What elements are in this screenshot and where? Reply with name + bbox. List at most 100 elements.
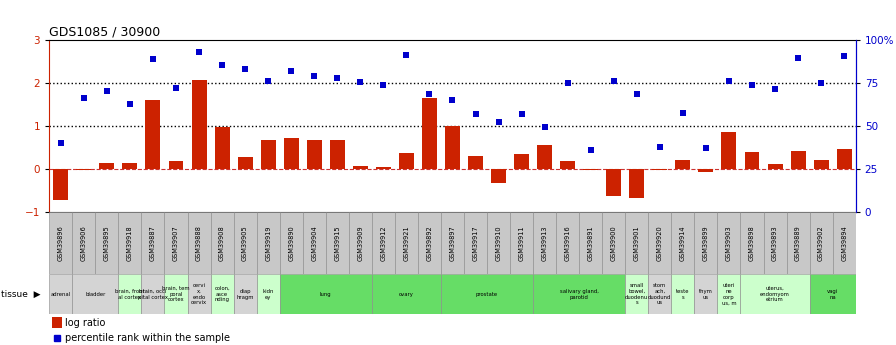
Bar [192,80,207,169]
Bar [234,274,256,314]
Bar [514,154,530,169]
Bar [211,274,234,314]
Text: GSM39902: GSM39902 [818,225,824,261]
Bar [284,138,298,169]
Text: GSM39891: GSM39891 [588,225,594,261]
Bar [49,212,73,274]
Bar [441,212,464,274]
Text: GSM39908: GSM39908 [220,225,225,261]
Text: stom
ach,
duodund
us: stom ach, duodund us [648,283,671,305]
Bar [763,212,787,274]
Bar [579,212,602,274]
Bar [418,212,441,274]
Text: GSM39893: GSM39893 [772,225,778,261]
Bar [625,274,649,314]
Text: brain, tem
poral
cortex: brain, tem poral cortex [162,286,190,303]
Bar [280,274,372,314]
Bar [740,212,763,274]
Bar [145,100,160,169]
Bar [118,274,142,314]
Bar [810,212,832,274]
Bar [790,151,806,169]
Text: GSM39888: GSM39888 [196,225,202,261]
Text: GSM39918: GSM39918 [127,225,133,261]
Bar [215,127,229,169]
Text: GSM39921: GSM39921 [403,225,409,261]
Text: lung: lung [320,292,332,297]
Bar [349,212,372,274]
Text: GSM39917: GSM39917 [472,225,478,261]
Text: GSM39889: GSM39889 [795,225,801,261]
Bar [372,274,441,314]
Text: GSM39898: GSM39898 [749,225,755,261]
Text: GSM39919: GSM39919 [265,226,271,261]
Bar [54,169,68,200]
Text: salivary gland,
parotid: salivary gland, parotid [560,289,599,299]
Text: GSM39892: GSM39892 [426,225,433,261]
Bar [810,274,856,314]
Bar [468,156,483,169]
Text: GSM39895: GSM39895 [104,225,110,261]
Text: colon,
asce
nding: colon, asce nding [214,286,230,303]
Text: teste
s: teste s [676,289,690,299]
Bar [142,212,165,274]
Bar [399,153,414,169]
Text: GSM39905: GSM39905 [242,225,248,261]
Bar [629,169,644,198]
Text: log ratio: log ratio [65,318,106,328]
Bar [73,274,118,314]
Bar [330,140,345,169]
Text: GSM39914: GSM39914 [680,225,685,261]
Bar [123,162,137,169]
Bar [649,212,671,274]
Text: tissue  ▶: tissue ▶ [1,289,40,299]
Bar [625,212,649,274]
Bar [699,169,713,172]
Bar [649,274,671,314]
Text: GSM39916: GSM39916 [564,225,571,261]
Bar [556,212,579,274]
Text: GSM39896: GSM39896 [58,225,64,261]
Bar [583,169,599,170]
Bar [99,164,115,169]
Bar [234,212,256,274]
Bar [95,212,118,274]
Text: GSM39913: GSM39913 [542,226,547,261]
Text: vagi
na: vagi na [827,289,839,299]
Text: kidn
ey: kidn ey [263,289,274,299]
Bar [533,274,625,314]
Bar [211,212,234,274]
Bar [837,149,852,169]
Bar [73,212,95,274]
Bar [353,166,368,169]
Bar [694,212,718,274]
Bar [376,167,391,169]
Text: uteri
ne
corp
us, m: uteri ne corp us, m [721,283,737,305]
Bar [560,161,575,169]
Bar [256,274,280,314]
Bar [49,274,73,314]
Bar [721,132,737,169]
Bar [652,169,668,170]
Text: percentile rank within the sample: percentile rank within the sample [65,333,230,343]
Bar [422,98,437,169]
Bar [676,160,691,169]
Text: GSM39900: GSM39900 [611,225,616,261]
Bar [464,212,487,274]
Bar [372,212,395,274]
Bar [165,274,187,314]
Bar [538,145,552,169]
Text: brain, front
al cortex: brain, front al cortex [115,289,145,299]
Bar [510,212,533,274]
Bar [441,274,533,314]
Bar [237,157,253,169]
Bar [445,126,460,169]
Text: GDS1085 / 30900: GDS1085 / 30900 [49,26,160,39]
Bar [694,274,718,314]
Text: GSM39894: GSM39894 [841,225,847,261]
Text: ovary: ovary [399,292,414,297]
Bar [280,212,303,274]
Bar [745,152,760,169]
Text: GSM39897: GSM39897 [450,225,455,261]
Bar [187,274,211,314]
